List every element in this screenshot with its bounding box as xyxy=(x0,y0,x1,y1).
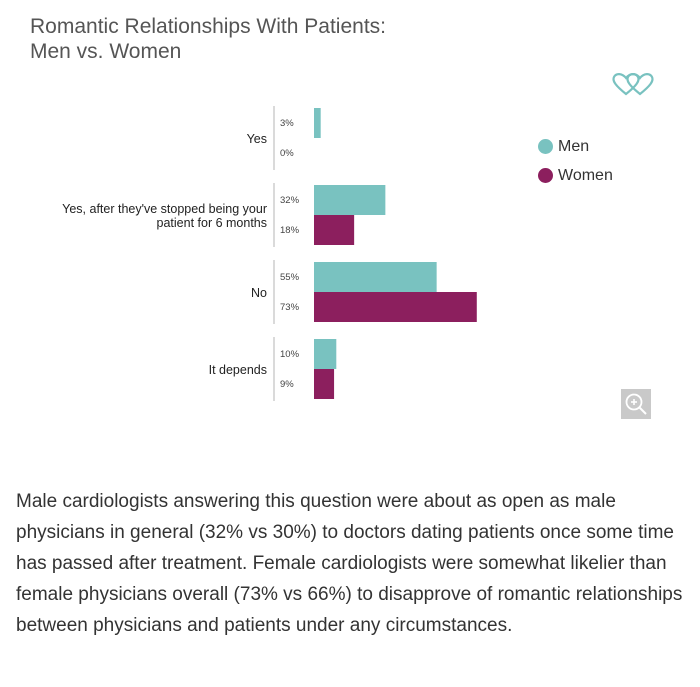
bar-value-label: 3% xyxy=(280,118,294,129)
double-heart-icon xyxy=(612,73,654,96)
bar-men xyxy=(314,108,321,138)
chart-title-line-1: Romantic Relationships With Patients: xyxy=(30,15,386,38)
bar-men xyxy=(314,262,437,292)
category-label: No xyxy=(251,286,267,300)
bar-men xyxy=(314,185,386,215)
legend-item-women: Women xyxy=(538,161,613,190)
bar-value-label: 55% xyxy=(280,272,300,283)
bar-chart: Yes 3% 0% Yes, after they've stopped being … xyxy=(62,106,477,401)
bar-women xyxy=(314,292,477,322)
bar-women xyxy=(314,369,335,399)
legend-label-men: Men xyxy=(558,137,590,155)
category-label: Yes, after they've stopped being your xyxy=(62,202,267,216)
zoom-in-icon xyxy=(625,393,647,415)
category-label: patient for 6 months xyxy=(157,216,267,230)
category-label: Yes xyxy=(247,132,267,146)
bar-value-label: 32% xyxy=(280,195,300,206)
bar-women xyxy=(314,215,355,245)
bar-value-label: 73% xyxy=(280,302,300,313)
legend-swatch-women xyxy=(538,168,553,183)
bar-value-label: 10% xyxy=(280,349,300,360)
legend-item-men: Men xyxy=(538,132,613,161)
chart-description: Male cardiologists answering this questi… xyxy=(16,491,683,636)
chart-title-line-2: Men vs. Women xyxy=(30,40,182,63)
legend-label-women: Women xyxy=(558,166,613,184)
bar-value-label: 18% xyxy=(280,225,300,236)
chart-title: Romantic Relationships With Patients: Me… xyxy=(30,14,386,64)
bar-men xyxy=(314,339,337,369)
bar-value-label: 9% xyxy=(280,379,294,390)
chart-legend: Men Women xyxy=(538,132,613,190)
category-label: It depends xyxy=(209,363,267,377)
zoom-in-button[interactable] xyxy=(621,389,651,419)
legend-swatch-men xyxy=(538,139,553,154)
bar-value-label: 0% xyxy=(280,148,294,159)
